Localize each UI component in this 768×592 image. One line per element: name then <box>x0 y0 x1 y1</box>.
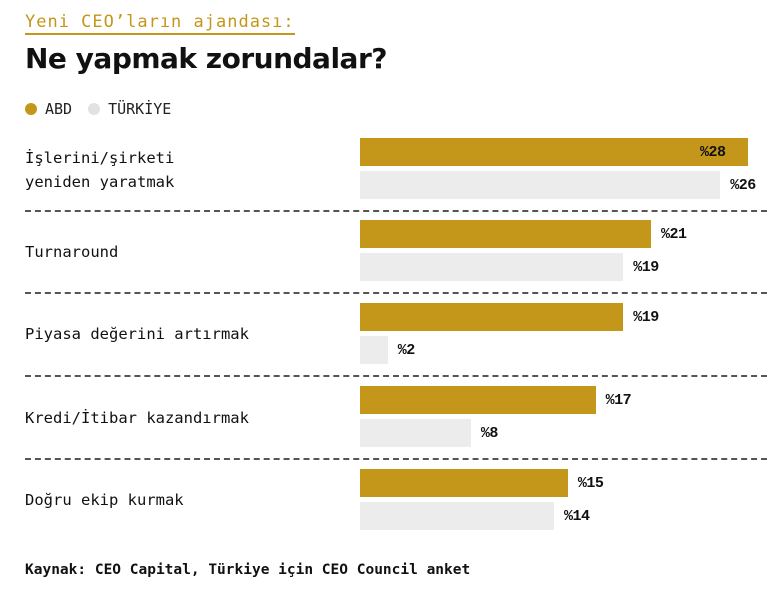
row-divider <box>25 292 767 294</box>
bar-abd <box>360 386 596 414</box>
abd-dot-icon <box>25 103 37 115</box>
value-label: %21 <box>661 226 687 243</box>
category-label: Turnaround <box>25 243 119 261</box>
value-label: %28 <box>700 144 726 161</box>
source-note: Kaynak: CEO Capital, Türkiye için CEO Co… <box>25 562 471 578</box>
legend-label: TÜRKİYE <box>108 100 172 118</box>
legend-item-turkiye: TÜRKİYE <box>88 100 171 118</box>
category-label: İşlerini/şirketi yeniden yaratmak <box>25 149 175 191</box>
value-label: %19 <box>633 309 659 326</box>
category-label: Doğru ekip kurmak <box>25 491 184 509</box>
value-label: %26 <box>730 177 756 194</box>
bar-abd <box>360 220 651 248</box>
legend-item-abd: ABD <box>25 100 72 118</box>
bar-turkiye <box>360 502 554 530</box>
chart-title: Ne yapmak zorundalar? <box>25 42 388 75</box>
value-label: %15 <box>577 475 604 492</box>
value-label: %2 <box>397 342 416 359</box>
row-divider <box>25 375 767 377</box>
row-divider <box>25 210 767 212</box>
bar-abd <box>360 303 624 331</box>
bar-turkiye <box>360 336 388 364</box>
category-label: Kredi/İtibar kazandırmak <box>25 409 249 427</box>
value-label: %14 <box>564 508 590 525</box>
legend: ABD TÜRKİYE <box>25 100 187 118</box>
value-label: %19 <box>633 259 659 276</box>
value-label: %17 <box>605 392 632 409</box>
value-label: %8 <box>480 425 499 442</box>
bar-turkiye <box>360 419 471 447</box>
turkiye-dot-icon <box>88 103 101 115</box>
kicker: Yeni CEO’ların ajandası: <box>25 12 295 35</box>
bar-turkiye <box>360 253 624 281</box>
bar-abd <box>360 138 748 166</box>
row-divider <box>25 458 767 460</box>
bar-abd <box>360 469 568 497</box>
legend-label: ABD <box>45 100 73 118</box>
category-label: Piyasa değerini artırmak <box>25 325 249 343</box>
bar-turkiye <box>360 171 721 199</box>
